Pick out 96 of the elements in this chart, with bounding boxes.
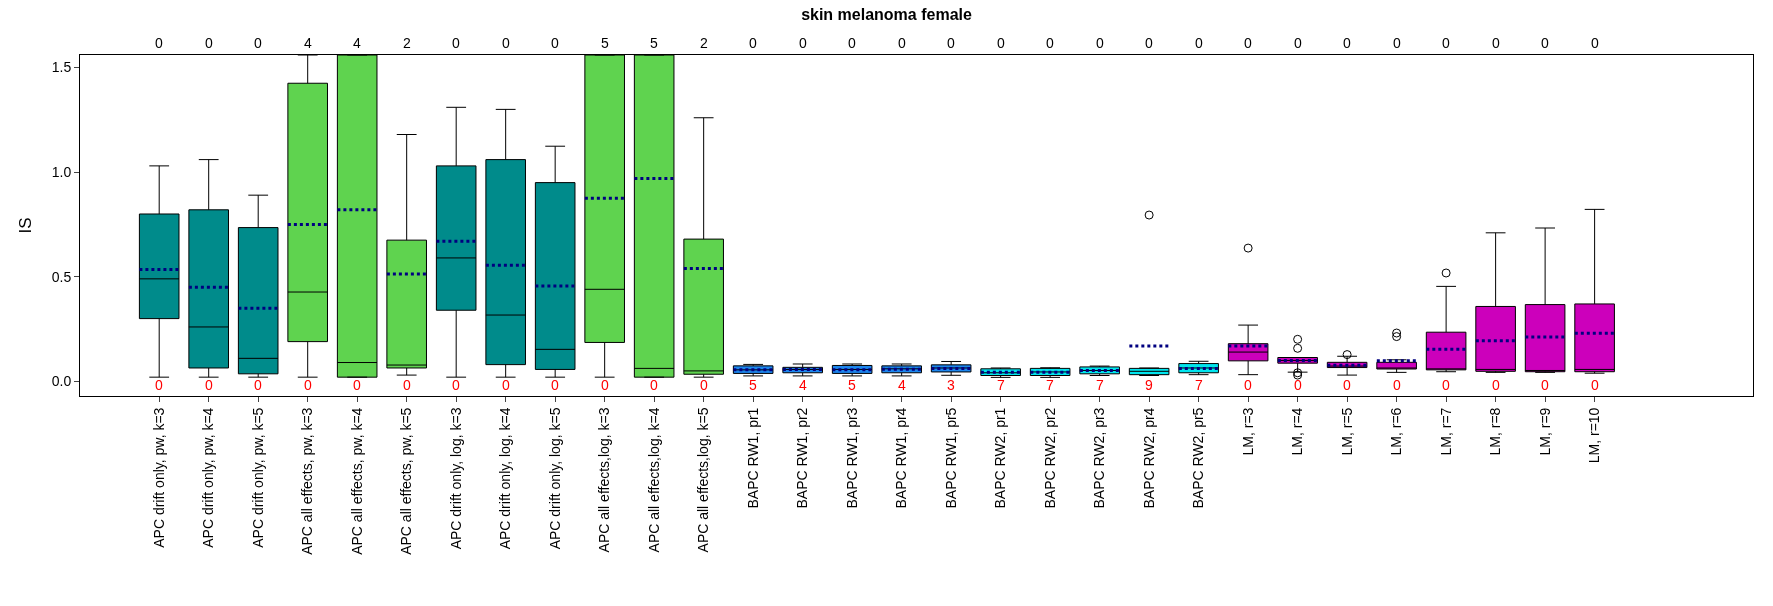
- text: 5: [601, 35, 609, 51]
- text: 0: [1492, 35, 1500, 51]
- annotation: 0: [353, 377, 361, 393]
- annotation: 7: [997, 377, 1005, 393]
- x-tick-label: APC drift only, log, k=5: [546, 407, 563, 550]
- x-tick-label: LM, r=4: [1289, 407, 1306, 456]
- text: 0: [1343, 35, 1351, 51]
- x-tick-label: BAPC RW2, pr4: [1140, 407, 1157, 509]
- text: 0: [997, 35, 1005, 51]
- y-tick-label: 1.5: [51, 59, 72, 76]
- text: 0: [1442, 35, 1450, 51]
- x-tick-label: APC drift only, pw, k=5: [249, 407, 266, 548]
- text: 0: [1145, 35, 1153, 51]
- annotation: 0: [551, 377, 559, 393]
- text: 0: [898, 35, 906, 51]
- annotation: 0: [1294, 377, 1302, 393]
- text: 0: [1393, 35, 1401, 51]
- x-tick-label: BAPC RW1, pr1: [744, 407, 761, 509]
- annotation: 0: [452, 377, 460, 393]
- text: 0: [1294, 35, 1302, 51]
- x-tick-label: APC all effects,log, k=5: [695, 407, 712, 553]
- x-tick-label: BAPC RW2, pr1: [992, 407, 1009, 509]
- text: 5: [650, 35, 658, 51]
- x-tick-label: APC drift only, pw, k=4: [200, 407, 217, 548]
- chart-title: skin melanoma female: [801, 6, 972, 24]
- annotation: 0: [403, 377, 411, 393]
- text: 0: [155, 35, 163, 51]
- annotation: 4: [898, 377, 906, 393]
- text: 2: [403, 35, 411, 51]
- x-tick-label: APC all effects,log, k=3: [596, 407, 613, 553]
- y-tick-label: 1.0: [51, 164, 72, 181]
- annotation: 0: [254, 377, 262, 393]
- annotation: 0: [1492, 377, 1500, 393]
- annotation: 0: [700, 377, 708, 393]
- x-tick-label: BAPC RW1, pr4: [893, 407, 910, 509]
- text: 0: [1195, 35, 1203, 51]
- x-tick-label: LM, r=3: [1239, 407, 1256, 456]
- annotation: 0: [502, 377, 510, 393]
- x-tick-label: APC all effects,log, k=4: [645, 407, 662, 553]
- y-tick-label: 0.0: [51, 373, 72, 390]
- x-tick-label: LM, r=6: [1388, 407, 1405, 456]
- annotation: 0: [1541, 377, 1549, 393]
- annotation: 0: [1244, 377, 1252, 393]
- text: 0: [1046, 35, 1054, 51]
- x-tick-label: APC all effects, pw, k=5: [398, 407, 415, 555]
- text: 0: [452, 35, 460, 51]
- x-tick-label: APC drift only, log, k=3: [447, 407, 464, 550]
- text: 0: [799, 35, 807, 51]
- x-tick-label: BAPC RW1, pr2: [794, 407, 811, 509]
- annotation: 7: [1195, 377, 1203, 393]
- y-axis-title: IS: [16, 217, 36, 234]
- annotation: 0: [650, 377, 658, 393]
- x-tick-label: BAPC RW1, pr3: [843, 407, 860, 509]
- annotation: 0: [205, 377, 213, 393]
- text: 0: [551, 35, 559, 51]
- annotation: 0: [1591, 377, 1599, 393]
- x-tick-label: BAPC RW2, pr2: [1041, 407, 1058, 509]
- annotation: 4: [799, 377, 807, 393]
- text: 0: [254, 35, 262, 51]
- text: 0: [1541, 35, 1549, 51]
- y-tick-label: 0.5: [51, 268, 72, 285]
- annotation: 7: [1046, 377, 1054, 393]
- annotation: 0: [1442, 377, 1450, 393]
- annotation: 5: [749, 377, 757, 393]
- annotation: 0: [1393, 377, 1401, 393]
- x-tick-label: LM, r=7: [1437, 407, 1454, 456]
- x-tick-label: APC all effects, pw, k=4: [348, 407, 365, 555]
- text: 0: [1591, 35, 1599, 51]
- x-tick-label: BAPC RW2, pr3: [1091, 407, 1108, 509]
- text: 0: [502, 35, 510, 51]
- x-tick-label: LM, r=10: [1586, 407, 1603, 464]
- x-tick-label: APC all effects, pw, k=3: [299, 407, 316, 555]
- annotation: 5: [848, 377, 856, 393]
- annotation: 0: [155, 377, 163, 393]
- x-tick-label: BAPC RW1, pr5: [942, 407, 959, 509]
- x-tick-label: LM, r=8: [1487, 407, 1504, 456]
- annotation: 0: [601, 377, 609, 393]
- annotation: 0: [1343, 377, 1351, 393]
- x-tick-label: LM, r=5: [1338, 407, 1355, 456]
- x-tick-label: BAPC RW2, pr5: [1190, 407, 1207, 509]
- x-tick-label: LM, r=9: [1536, 407, 1553, 456]
- text: 2: [700, 35, 708, 51]
- x-tick-label: APC drift only, log, k=4: [497, 407, 514, 550]
- text: 0: [749, 35, 757, 51]
- text: 0: [848, 35, 856, 51]
- text: 0: [947, 35, 955, 51]
- text: 4: [304, 35, 312, 51]
- text: 0: [1244, 35, 1252, 51]
- text: 0: [1096, 35, 1104, 51]
- x-tick-label: APC drift only, pw, k=3: [150, 407, 167, 548]
- annotation: 9: [1145, 377, 1153, 393]
- text: 4: [353, 35, 361, 51]
- annotation: 0: [304, 377, 312, 393]
- text: 0: [205, 35, 213, 51]
- annotation: 7: [1096, 377, 1104, 393]
- annotation: 3: [947, 377, 955, 393]
